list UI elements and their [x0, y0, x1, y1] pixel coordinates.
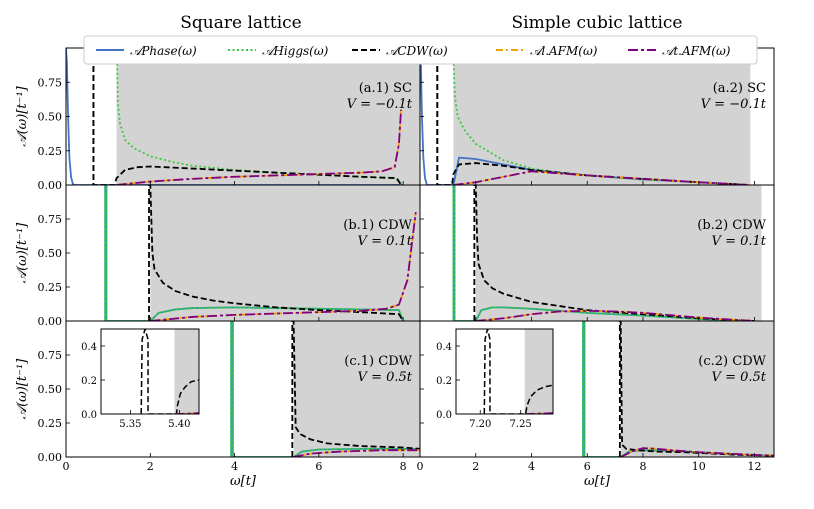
column-title-cubic: Simple cubic lattice	[512, 13, 683, 33]
y-tick-label: 0.75	[38, 76, 63, 89]
continuum-shade	[475, 185, 762, 321]
panel-label: (b.1) CDW	[343, 218, 412, 233]
series-line-lafm	[620, 447, 774, 457]
column-title-square: Square lattice	[180, 13, 301, 33]
series-line-cdw	[140, 329, 199, 414]
y-axis-label: 𝒜(ω)[t⁻¹]	[15, 222, 30, 283]
panels: 0.000.250.500.75 (a.1) SCV = −0.1t𝒜(ω)[t⁻…	[15, 47, 775, 489]
y-tick-label: 0.50	[38, 247, 63, 260]
legend: 𝒜Phase(ω) 𝒜Higgs(ω) 𝒜CDW(ω) 𝒜l.AFM(ω) 𝒜t.AFM…	[83, 35, 758, 65]
x-tick-label: 10	[692, 460, 706, 473]
y-tick-label: 0.75	[38, 213, 63, 226]
continuum-shade	[174, 329, 199, 414]
panel-c2_inset: 7.20 7.25 0.0 0.2 0.4	[436, 328, 554, 430]
y-tick-label: 0.4	[436, 342, 452, 353]
panel-parameter: V = 0.5t	[358, 370, 413, 385]
series-line-lafm	[150, 212, 417, 321]
y-tick-label: 0.2	[81, 376, 97, 387]
legend-label: 𝒜Higgs(ω)	[262, 44, 329, 58]
x-tick-label: 0	[63, 460, 70, 473]
x-axis-label: ω[t]	[584, 474, 611, 489]
y-tick-label: 0.00	[38, 179, 63, 192]
panel-parameter: V = 0.5t	[712, 370, 767, 385]
y-tick-label: 0.50	[38, 383, 63, 396]
y-tick-label: 0.25	[38, 281, 63, 294]
x-tick-label: 4	[528, 460, 535, 473]
x-tick-label: 12	[747, 460, 761, 473]
y-tick-label: 0.4	[81, 342, 97, 353]
series-line-cdw	[436, 48, 749, 185]
x-tick-label: 0	[417, 460, 424, 473]
panel-label: (b.2) CDW	[697, 218, 766, 233]
legend-label: 𝒜Phase(ω)	[130, 44, 197, 58]
series-line-tafm	[620, 447, 774, 457]
continuum-shade	[116, 48, 421, 185]
panel-label: (a.2) SC	[713, 81, 766, 96]
panel-frame	[100, 328, 200, 415]
legend-box	[83, 35, 758, 65]
panel-parameter: V = −0.1t	[347, 97, 413, 112]
panel-parameter: V = 0.1t	[712, 234, 767, 249]
y-tick-label: 0.50	[38, 111, 63, 124]
x-tick-label: 8	[639, 460, 646, 473]
panel-a1: 0.00 0.25 0.50 0.75 (a.1) SCV = −0.1t 𝒜(ω)[t⁻…	[15, 47, 421, 192]
x-tick-label: 2	[147, 460, 154, 473]
series-line-higgs	[452, 185, 755, 321]
y-tick-label: 0.00	[38, 451, 63, 464]
series-line-cdw	[92, 48, 402, 185]
series-line-higgs	[230, 321, 420, 457]
continuum-shade	[453, 48, 751, 185]
series-line-cdw	[483, 329, 553, 414]
series-line-cdw	[473, 185, 755, 321]
series-line-tafm	[453, 170, 749, 185]
continuum-shade	[293, 321, 420, 457]
legend-label: 𝒜CDW(ω)	[386, 44, 448, 58]
series-line-lafm	[116, 109, 402, 185]
panel-c1_inset: 5.35 5.40 0.0 0.2 0.4	[81, 328, 200, 430]
x-tick-label: 2	[472, 460, 479, 473]
y-tick-label: 0.0	[81, 410, 97, 421]
x-tick-label: 7.20	[469, 419, 491, 430]
x-tick-label: 5.35	[119, 419, 141, 430]
series-line-tafm	[475, 309, 755, 321]
x-tick-label: 8	[400, 460, 407, 473]
x-axis-label: ω[t]	[230, 474, 257, 489]
series-line-phase	[104, 185, 404, 321]
x-tick-label: 6	[315, 460, 322, 473]
y-tick-label: 0.75	[38, 349, 63, 362]
panel-a2: (a.2) SCV = −0.1t	[419, 47, 775, 186]
panel-label: (c.2) CDW	[698, 354, 766, 369]
y-tick-label: 0.25	[38, 145, 63, 158]
x-tick-label: 4	[231, 460, 238, 473]
series-line-higgs	[116, 54, 404, 185]
panel-parameter: V = 0.1t	[358, 234, 413, 249]
y-axis-label: 𝒜(ω)[t⁻¹]	[15, 358, 30, 419]
y-tick-label: 0.0	[436, 410, 452, 421]
continuum-shade	[150, 185, 421, 321]
legend-label: 𝒜t.AFM(ω)	[662, 44, 731, 58]
y-tick-label: 0.00	[38, 315, 63, 328]
panel-label: (a.1) SC	[359, 81, 412, 96]
y-axis-label: 𝒜(ω)[t⁻¹]	[15, 85, 30, 146]
x-tick-label: 6	[584, 460, 591, 473]
panel-parameter: V = −0.1t	[701, 97, 767, 112]
x-tick-label: 7.25	[510, 419, 532, 430]
legend-label: 𝒜l.AFM(ω)	[530, 44, 598, 58]
panel-frame	[455, 328, 554, 415]
panel-label: (c.1) CDW	[344, 354, 412, 369]
continuum-shade	[620, 321, 774, 457]
y-tick-label: 0.25	[38, 417, 63, 430]
x-tick-label: 5.40	[168, 419, 190, 430]
series-line-tafm	[293, 449, 420, 457]
series-line-cdw	[291, 321, 420, 457]
y-tick-label: 0.2	[436, 376, 452, 387]
